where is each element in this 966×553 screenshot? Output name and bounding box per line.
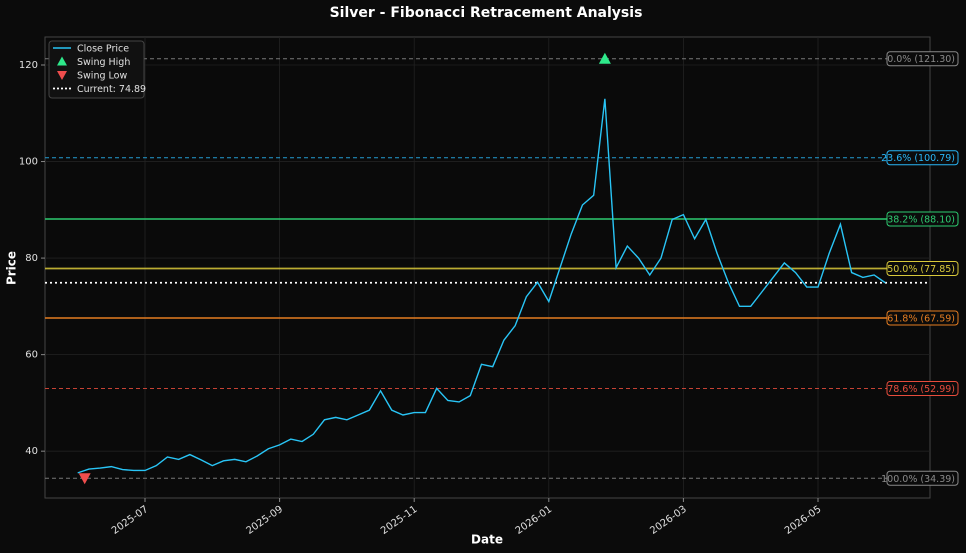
legend-item: Swing Low [57,71,127,82]
legend-item: Swing High [57,56,130,68]
legend: Close Price Swing High Swing Low Current: 7… [48,40,146,99]
fib-label-box [886,150,959,166]
legend-box [48,40,145,99]
legend-label: Swing Low [77,71,127,82]
y-tick-label: 100 [19,157,38,168]
fib-label: 100.0% (34.39) [881,474,955,485]
plot-area [44,36,931,499]
legend-item: Close Price [53,44,129,55]
price-line [77,98,886,474]
fib-label-box [886,260,959,276]
fib-label: 0.0% (121.30) [887,54,955,65]
legend-item: Current: 74.89 [53,84,146,95]
fib-label: 50.0% (77.85) [887,264,955,275]
legend-swatch [57,71,67,80]
x-axis-label: Date [471,533,503,547]
y-axis-label: Price [5,251,19,285]
fib-label-box [886,51,959,67]
chart-title: Silver - Fibonacci Retracement Analysis [330,5,643,21]
fib-label: 38.2% (88.10) [887,214,955,225]
legend-swatch [57,56,67,66]
swing-low-marker [78,473,91,485]
y-tick-label: 120 [19,60,38,71]
y-tick-label: 60 [25,350,38,361]
legend-label: Current: 74.89 [77,84,146,95]
fib-label: 23.6% (100.79) [881,153,955,164]
swing-high-marker [598,52,611,64]
y-tick-label: 40 [25,446,38,457]
fib-label-box [886,211,959,227]
legend-label: Close Price [77,44,129,55]
fib-label-box [886,380,959,396]
fib-label: 61.8% (67.59) [887,313,955,324]
fib-label-box [886,470,959,486]
y-tick-label: 80 [25,253,38,264]
legend-label: Swing High [77,57,130,68]
fib-label-box [886,310,959,326]
fib-label: 78.6% (52.99) [887,384,955,395]
